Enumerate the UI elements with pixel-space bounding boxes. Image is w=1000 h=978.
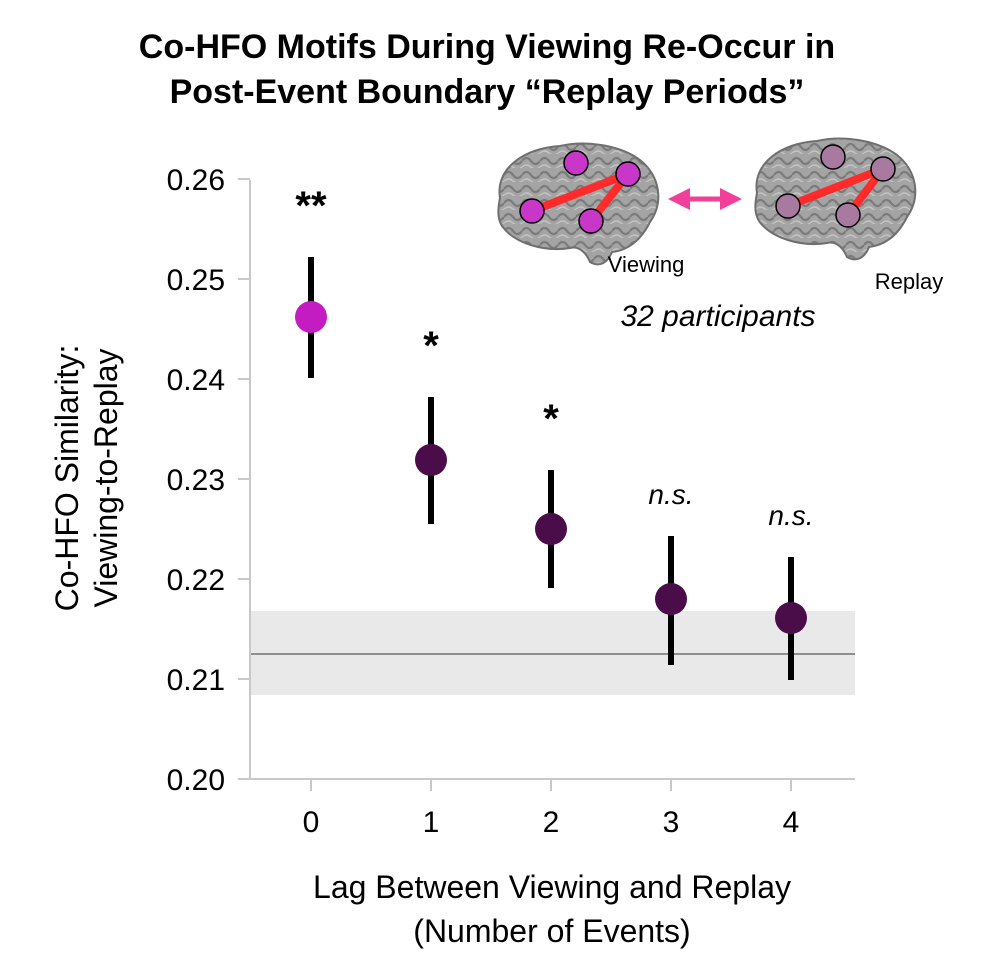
x-tick-label: 0 — [303, 806, 320, 839]
x-tick-label: 2 — [543, 806, 560, 839]
viewing-label: Viewing — [608, 252, 685, 277]
y-axis-label-line-1: Co-HFO Similarity: — [49, 345, 85, 612]
x-tick-label: 3 — [663, 806, 680, 839]
y-tick-label: 0.23 — [167, 464, 225, 497]
x-tick-label: 4 — [783, 806, 800, 839]
data-point — [295, 301, 327, 333]
replay-brain-icon — [754, 137, 917, 261]
replay-electrode-node — [775, 193, 801, 219]
significance-label: ** — [295, 184, 327, 228]
bidirectional-arrow-icon — [668, 188, 742, 210]
replay-electrode-node — [835, 202, 861, 228]
data-point — [775, 602, 807, 634]
viewing-brain-icon — [497, 142, 660, 266]
y-tick-label: 0.25 — [167, 264, 225, 297]
chart-title-line-2: Post-Event Boundary “Replay Periods” — [170, 73, 805, 111]
replay-label: Replay — [875, 269, 943, 294]
data-point — [655, 583, 687, 615]
y-axis-label-line-2: Viewing-to-Replay — [88, 348, 124, 607]
significance-label: * — [543, 397, 559, 441]
y-tick-label: 0.20 — [167, 764, 225, 797]
viewing-electrode-node — [519, 198, 545, 224]
viewing-electrode-node — [615, 161, 641, 187]
y-tick-label: 0.22 — [167, 564, 225, 597]
significance-label: n.s. — [768, 500, 813, 531]
replay-electrode-node — [870, 156, 896, 182]
replay-network-edge — [784, 165, 887, 210]
viewing-electrode-node — [578, 208, 604, 234]
data-point — [415, 444, 447, 476]
x-axis-label-line-2: (Number of Events) — [413, 913, 690, 949]
significance-label: n.s. — [648, 479, 693, 510]
data-point — [535, 513, 567, 545]
y-tick-label: 0.26 — [167, 164, 225, 197]
viewing-network-edge — [528, 170, 632, 215]
replay-electrode-node — [820, 144, 846, 170]
x-axis-label-line-1: Lag Between Viewing and Replay — [313, 869, 791, 905]
significance-label: * — [423, 324, 439, 368]
y-tick-label: 0.24 — [167, 364, 225, 397]
participants-label: 32 participants — [620, 300, 815, 333]
y-tick-label: 0.21 — [167, 664, 225, 697]
viewing-electrode-node — [563, 150, 589, 176]
x-tick-label: 1 — [423, 806, 440, 839]
chart-title-line-1: Co-HFO Motifs During Viewing Re-Occur in — [139, 28, 835, 66]
